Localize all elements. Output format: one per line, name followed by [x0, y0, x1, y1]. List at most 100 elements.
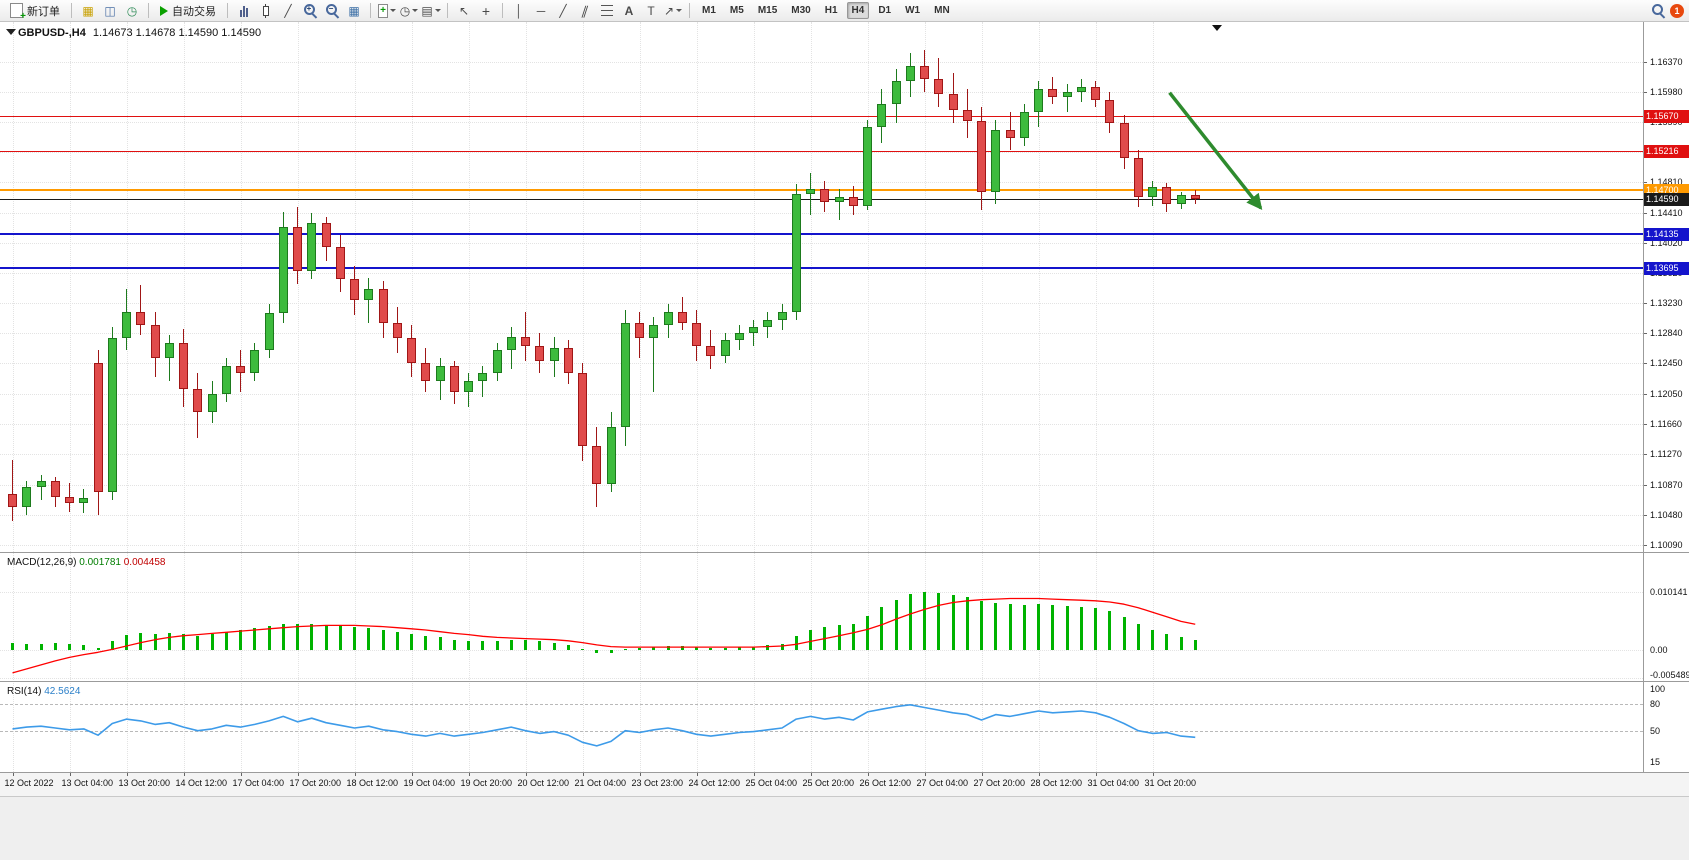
- horizontal-line-object[interactable]: [0, 115, 1643, 117]
- vertical-line-tool-icon[interactable]: │: [515, 3, 523, 18]
- trendline-tool-icon[interactable]: ╱: [559, 3, 567, 18]
- trend-arrow-object[interactable]: [1168, 91, 1263, 210]
- macd-signal-line: [12, 597, 1196, 674]
- candle-bearish: [136, 311, 146, 325]
- timeframe-button-h4[interactable]: H4: [846, 2, 870, 19]
- fibonacci-tool-icon[interactable]: [597, 1, 617, 21]
- timeframe-button-h1[interactable]: H1: [824, 5, 838, 16]
- channel-tool-icon[interactable]: ∥: [579, 3, 591, 18]
- templates-button[interactable]: ▤: [421, 1, 441, 21]
- panel-splitter-main-macd[interactable]: [0, 552, 1689, 553]
- candle-bearish: [1162, 186, 1172, 205]
- macd-histogram-bar: [652, 647, 656, 650]
- candle-bearish: [1119, 122, 1129, 159]
- candle-bearish: [1190, 195, 1200, 199]
- timeframe-button-w1[interactable]: W1: [905, 5, 921, 16]
- candle-wick: [168, 335, 170, 382]
- text-label-tool-icon[interactable]: T: [647, 3, 655, 18]
- candle-bullish: [734, 332, 744, 341]
- price-axis-tick: [1643, 545, 1647, 546]
- text-tool-icon[interactable]: A: [624, 3, 634, 18]
- zoom-in-icon[interactable]: +: [300, 1, 320, 21]
- macd-gridline: [0, 678, 1643, 680]
- price-line-badge: 1.15670: [1644, 109, 1689, 123]
- search-icon[interactable]: [1648, 1, 1668, 21]
- macd-histogram-bar: [467, 640, 470, 650]
- timeframe-button-m30[interactable]: M30: [791, 5, 811, 16]
- crosshair-tool-icon[interactable]: +: [481, 2, 491, 19]
- macd-histogram-bar: [851, 623, 855, 650]
- candle-bullish: [891, 81, 901, 105]
- horizontal-line-object[interactable]: [0, 150, 1643, 152]
- price-axis[interactable]: [1643, 22, 1689, 772]
- new-order-button[interactable]: 新订单: [5, 1, 65, 22]
- time-axis[interactable]: [0, 773, 1643, 795]
- horizontal-line-tool-icon[interactable]: ─: [536, 3, 546, 18]
- macd-label: MACD(12,26,9): [7, 557, 77, 568]
- one-click-trading-toggle[interactable]: [6, 29, 16, 35]
- candle-bearish: [677, 311, 687, 323]
- macd-histogram-bar: [752, 646, 755, 650]
- candle-bearish: [335, 247, 345, 279]
- cursor-tool-icon[interactable]: ↖: [458, 3, 470, 18]
- macd-histogram-bar: [1065, 605, 1069, 650]
- vertical-gridline: [354, 22, 357, 772]
- macd-histogram-bar: [267, 625, 271, 650]
- time-axis-tick: [639, 772, 641, 776]
- macd-histogram-bar: [809, 629, 812, 650]
- zoom-out-icon[interactable]: −: [322, 1, 342, 21]
- timeframe-button-mn[interactable]: MN: [934, 5, 950, 16]
- horizontal-gridline: [0, 242, 1643, 245]
- price-line-badge: 1.14590: [1644, 192, 1689, 206]
- candle-bearish: [321, 222, 331, 248]
- candlestick-chart-mode-icon[interactable]: [256, 1, 276, 21]
- autotrading-button[interactable]: 自动交易: [155, 1, 221, 21]
- macd-histogram-bar: [837, 624, 841, 650]
- chart-shift-marker-icon: [1212, 25, 1222, 31]
- price-axis-label: 1.12050: [1650, 389, 1683, 400]
- time-axis-strip[interactable]: [0, 773, 1689, 796]
- timeframe-button-m5[interactable]: M5: [729, 5, 744, 16]
- vertical-gridline: [867, 22, 870, 772]
- price-axis-tick: [1643, 242, 1647, 244]
- macd-histogram-bar: [253, 628, 257, 650]
- timeframe-button-m15[interactable]: M15: [757, 5, 778, 16]
- timeframe-button-d1[interactable]: D1: [878, 5, 892, 16]
- macd-histogram-bar: [566, 645, 570, 650]
- candle-bullish: [991, 130, 1001, 192]
- arrow-objects-button[interactable]: ↗: [663, 1, 683, 21]
- bar-chart-mode-icon[interactable]: [234, 1, 254, 21]
- macd-histogram-bar: [353, 627, 356, 650]
- time-axis-label: 25 Oct 20:00: [802, 778, 855, 788]
- market-watch-icon[interactable]: ◷: [126, 3, 138, 18]
- line-chart-mode-icon[interactable]: ╱: [284, 3, 292, 18]
- profiles-icon[interactable]: ◫: [104, 3, 116, 18]
- periods-dropdown-button[interactable]: ◷: [399, 1, 419, 21]
- time-axis-tick: [525, 772, 527, 776]
- macd-histogram-bar: [82, 645, 86, 650]
- macd-histogram-bar: [766, 645, 770, 650]
- candle-bearish: [65, 496, 74, 504]
- timeframe-button-m1[interactable]: M1: [702, 5, 716, 16]
- notification-badge[interactable]: 1: [1670, 3, 1684, 18]
- macd-histogram-bar: [167, 632, 171, 650]
- horizontal-gridline: [0, 181, 1643, 184]
- chevron-down-icon: [390, 9, 396, 12]
- candle-wick: [1066, 84, 1068, 112]
- panel-splitter-macd-rsi[interactable]: [0, 681, 1689, 682]
- macd-axis-label: 0.00: [1650, 645, 1668, 655]
- time-axis-tick: [69, 772, 71, 776]
- indicators-button[interactable]: +: [377, 1, 397, 21]
- candle-bearish: [50, 481, 60, 497]
- horizontal-line-object[interactable]: [0, 266, 1643, 269]
- horizontal-line-object[interactable]: [0, 232, 1643, 235]
- new-chart-icon[interactable]: ▦: [82, 3, 94, 18]
- horizontal-gridline: [0, 303, 1643, 305]
- candle-bullish: [107, 338, 117, 492]
- time-axis-tick: [183, 772, 185, 776]
- tile-windows-icon[interactable]: ▦: [348, 3, 360, 18]
- candle-wick: [40, 475, 42, 500]
- vertical-gridline: [1152, 22, 1155, 772]
- horizontal-gridline: [0, 363, 1643, 365]
